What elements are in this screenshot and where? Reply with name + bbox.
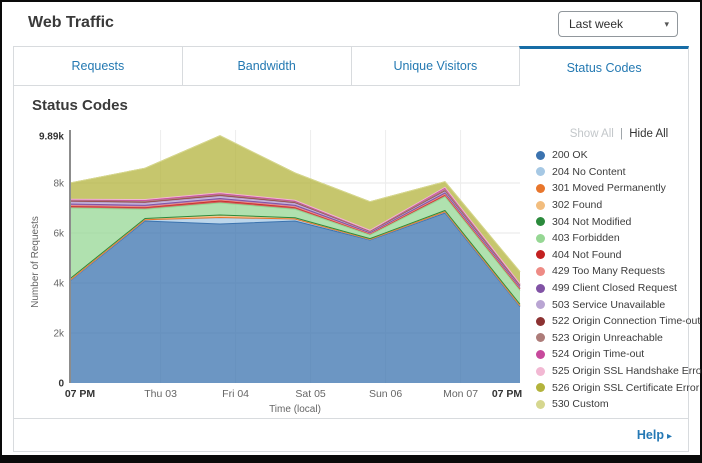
legend-item-526[interactable]: 526 Origin SSL Certificate Error (536, 379, 702, 396)
page-title: Web Traffic (28, 14, 114, 31)
svg-text:4k: 4k (53, 279, 65, 290)
legend-separator: | (620, 128, 624, 140)
legend-label: 524 Origin Time-out (552, 348, 645, 361)
legend-dot-icon (536, 266, 545, 276)
legend-dot-icon (536, 233, 545, 243)
legend-dot-icon (536, 183, 545, 193)
legend-dot-icon (536, 349, 545, 359)
legend-dot-icon (536, 217, 545, 227)
hide-all-button[interactable]: Hide All (629, 128, 669, 140)
legend-item-523[interactable]: 523 Origin Unreachable (536, 330, 702, 347)
time-range-dropdown[interactable]: Last week ▾ (558, 11, 678, 37)
legend-label: 526 Origin SSL Certificate Error (552, 381, 700, 394)
legend-dot-icon (536, 316, 545, 326)
legend-dot-icon (536, 283, 545, 293)
status-codes-chart[interactable]: 0 2k 4k 6k 8k 9.89k 07 PM Thu 03 Fri 04 Sat 05 Sun… (20, 122, 550, 418)
svg-text:Mon 07: Mon 07 (443, 388, 478, 400)
legend-item-302[interactable]: 302 Found (536, 197, 702, 214)
legend-label: 404 Not Found (552, 248, 622, 261)
web-traffic-card: Web Traffic Last week ▾ Requests Bandwid… (2, 2, 702, 455)
legend-item-301[interactable]: 301 Moved Permanently (536, 180, 702, 197)
svg-text:07 PM: 07 PM (65, 388, 96, 400)
chart-svg: 0 2k 4k 6k 8k 9.89k 07 PM Thu 03 Fri 04 Sat 05 Sun… (30, 130, 523, 415)
tab-bandwidth[interactable]: Bandwidth (181, 46, 352, 86)
legend-dot-icon (536, 150, 545, 160)
dropdown-caret-icon: ▾ (664, 18, 669, 29)
legend-dot-icon (536, 333, 545, 343)
svg-text:9.89k: 9.89k (39, 131, 64, 142)
legend-item-499[interactable]: 499 Client Closed Request (536, 280, 702, 297)
legend-dot-icon (536, 366, 545, 376)
help-label: Help (636, 428, 664, 442)
time-range-value: Last week (569, 17, 624, 31)
tab-bar: Requests Bandwidth Unique Visitors Statu… (13, 46, 689, 86)
legend-label: 525 Origin SSL Handshake Error (552, 365, 702, 378)
tab-unique-visitors[interactable]: Unique Visitors (350, 46, 521, 86)
legend-label: 302 Found (552, 199, 603, 212)
legend-label: 204 No Content (552, 165, 626, 178)
legend-label: 530 Custom (552, 398, 609, 411)
card-footer: Help ▸ (13, 418, 689, 452)
legend-label: 304 Not Modified (552, 215, 632, 228)
traffic-panel: Requests Bandwidth Unique Visitors Statu… (13, 46, 702, 452)
legend-items: 200 OK 204 No Content 301 Moved Permanentl… (536, 147, 702, 413)
svg-text:6k: 6k (53, 229, 65, 240)
legend-label: 403 Forbidden (552, 232, 620, 245)
svg-text:8k: 8k (53, 179, 65, 190)
legend-label: 429 Too Many Requests (552, 265, 666, 278)
svg-text:2k: 2k (53, 329, 65, 340)
svg-text:Fri 04: Fri 04 (222, 388, 249, 400)
legend-item-200[interactable]: 200 OK (536, 147, 702, 164)
legend-dot-icon (536, 300, 545, 310)
chart-title: Status Codes (32, 97, 128, 114)
legend-controls: Show All | Hide All (536, 128, 702, 140)
legend-dot-icon (536, 250, 545, 260)
legend-item-429[interactable]: 429 Too Many Requests (536, 263, 702, 280)
help-arrow-icon: ▸ (666, 431, 672, 442)
legend-label: 522 Origin Connection Time-out (552, 315, 701, 328)
svg-text:Time (local): Time (local) (269, 404, 321, 415)
svg-text:Sat 05: Sat 05 (295, 388, 326, 400)
legend-item-204[interactable]: 204 No Content (536, 164, 702, 181)
svg-text:Sun 06: Sun 06 (369, 388, 402, 400)
legend-item-522[interactable]: 522 Origin Connection Time-out (536, 313, 702, 330)
legend-dot-icon (536, 200, 545, 210)
help-link[interactable]: Help ▸ (637, 428, 672, 442)
legend-label: 200 OK (552, 149, 588, 162)
legend-label: 499 Client Closed Request (552, 282, 677, 295)
svg-text:07 PM: 07 PM (492, 388, 523, 400)
legend-label: 503 Service Unavailable (552, 298, 666, 311)
legend-item-403[interactable]: 403 Forbidden (536, 230, 702, 247)
legend-dot-icon (536, 399, 545, 409)
legend-label: 523 Origin Unreachable (552, 331, 663, 344)
legend-item-530[interactable]: 530 Custom (536, 396, 702, 413)
legend-item-525[interactable]: 525 Origin SSL Handshake Error (536, 363, 702, 380)
tab-status-codes[interactable]: Status Codes (519, 46, 689, 86)
svg-text:Number of Requests: Number of Requests (30, 216, 41, 308)
status-codes-panel: Status Codes 0 2k 4k 6k 8k 9.89k 07 PM Thu 03 Fr… (13, 86, 702, 418)
show-all-button[interactable]: Show All (569, 128, 614, 140)
chart-legend: Show All | Hide All 200 OK 204 No Content… (536, 128, 702, 413)
legend-dot-icon (536, 383, 545, 393)
legend-dot-icon (536, 167, 545, 177)
legend-item-404[interactable]: 404 Not Found (536, 247, 702, 264)
svg-text:Thu 03: Thu 03 (144, 388, 177, 400)
legend-item-524[interactable]: 524 Origin Time-out (536, 346, 702, 363)
legend-item-503[interactable]: 503 Service Unavailable (536, 296, 702, 313)
tab-requests[interactable]: Requests (13, 46, 183, 86)
legend-label: 301 Moved Permanently (552, 182, 666, 195)
svg-text:0: 0 (58, 379, 64, 390)
legend-item-304[interactable]: 304 Not Modified (536, 213, 702, 230)
